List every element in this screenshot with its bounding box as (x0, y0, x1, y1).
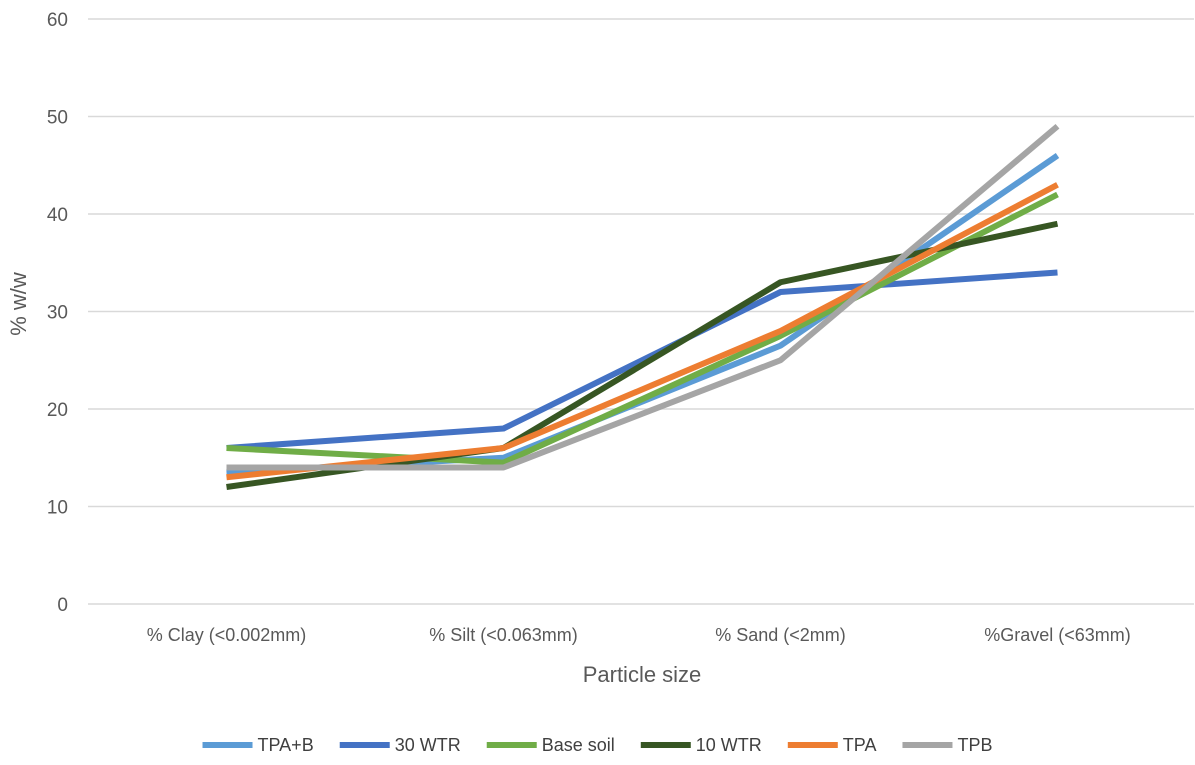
y-tick-label: 60 (47, 10, 68, 31)
series-line-tpb (226, 123, 1060, 471)
series-line-30-wtr (226, 269, 1058, 451)
y-tick-label: 10 (47, 498, 68, 519)
series-line-base-soil (226, 191, 1059, 466)
gridlines (88, 18, 1194, 605)
legend-label: TPA (843, 735, 877, 755)
legend-label: TPB (957, 735, 992, 755)
series-line-10-wtr (226, 220, 1059, 490)
y-tick-label: 50 (47, 108, 68, 129)
y-axis-ticks: 0 10 20 30 40 50 60 (47, 10, 68, 616)
series-lines (226, 123, 1060, 490)
series-line-tpa (226, 182, 1059, 481)
y-tick-label: 20 (47, 400, 68, 421)
legend-label: TPA+B (258, 735, 314, 755)
x-axis-title: Particle size (583, 662, 702, 687)
y-tick-label: 30 (47, 303, 68, 324)
y-axis-title: % w/w (6, 272, 31, 336)
legend-label: 30 WTR (395, 735, 461, 755)
legend-label: 10 WTR (696, 735, 762, 755)
y-tick-label: 0 (57, 595, 68, 616)
legend-label: Base soil (542, 735, 615, 755)
x-tick-label: % Sand (<2mm) (715, 625, 846, 645)
x-tick-label: % Silt (<0.063mm) (429, 625, 578, 645)
x-tick-label: % Clay (<0.002mm) (147, 625, 307, 645)
legend: TPA+B 30 WTR Base soil 10 WTR TPA TPB (202, 735, 992, 755)
x-axis-ticks: % Clay (<0.002mm) % Silt (<0.063mm) % Sand… (147, 625, 1131, 645)
y-tick-label: 40 (47, 205, 68, 226)
series-line-tpa-b (226, 153, 1060, 476)
x-tick-label: %Gravel (<63mm) (984, 625, 1131, 645)
